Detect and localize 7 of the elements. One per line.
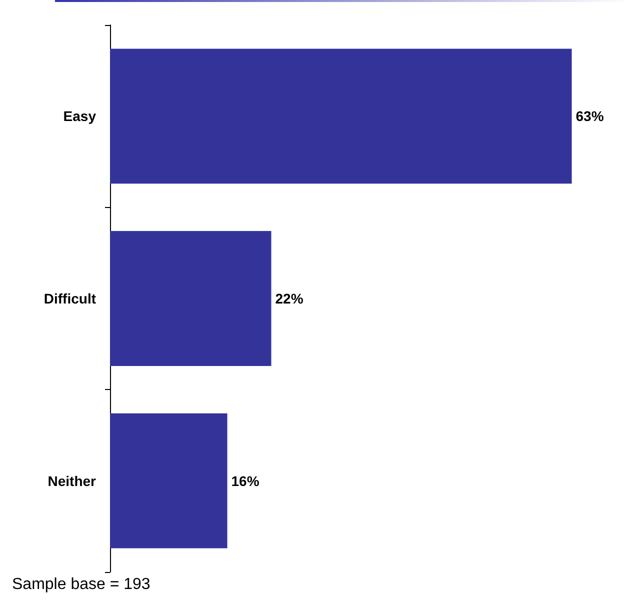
data-label: 22% [275,290,304,306]
y-tick-label: Easy [63,108,96,124]
data-label: 63% [576,108,604,124]
data-label: 16% [231,472,260,489]
y-tick-label: Difficult [44,290,96,306]
text: Sample base = 193 [12,576,150,594]
y-tick-label: Neither [48,472,97,489]
